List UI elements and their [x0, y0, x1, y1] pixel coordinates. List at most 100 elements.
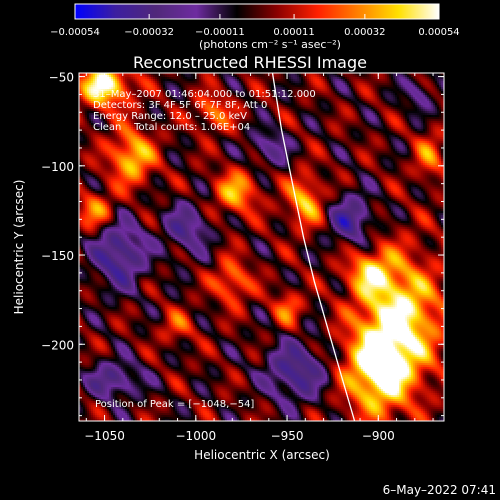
heatmap-cell: [439, 89, 441, 91]
heatmap-cell: [407, 115, 409, 117]
heatmap-cell: [403, 105, 405, 107]
heatmap-cell: [257, 115, 259, 117]
heatmap-cell: [389, 113, 391, 115]
heatmap-cell: [409, 113, 411, 115]
heatmap-cell: [399, 77, 401, 79]
heatmap-cell: [353, 115, 355, 117]
heatmap-cell: [427, 109, 429, 111]
heatmap-cell: [401, 95, 403, 97]
heatmap-cell: [417, 81, 419, 83]
heatmap-cell: [279, 105, 281, 107]
heatmap-cell: [83, 123, 85, 125]
heatmap-cell: [339, 85, 341, 87]
heatmap-cell: [389, 125, 391, 127]
heatmap-cell: [333, 99, 335, 101]
heatmap-cell: [369, 99, 371, 101]
heatmap-cell: [399, 99, 401, 101]
heatmap-cell: [437, 87, 439, 89]
heatmap-cell: [429, 75, 431, 77]
heatmap-cell: [427, 77, 429, 79]
heatmap-cell: [385, 105, 387, 107]
heatmap-cell: [345, 91, 347, 93]
heatmap-cell: [411, 77, 413, 79]
heatmap-cell: [355, 91, 357, 93]
heatmap-cell: [181, 85, 183, 87]
heatmap-cell: [411, 81, 413, 83]
heatmap-cell: [403, 117, 405, 119]
heatmap-cell: [101, 85, 103, 87]
heatmap-cell: [253, 115, 255, 117]
heatmap-cell: [423, 109, 425, 111]
heatmap-cell: [235, 77, 237, 79]
heatmap-cell: [87, 77, 89, 79]
heatmap-cell: [317, 109, 319, 111]
heatmap-cell: [389, 99, 391, 101]
heatmap-cell: [347, 111, 349, 113]
heatmap-cell: [419, 113, 421, 115]
heatmap-cell: [225, 77, 227, 79]
heatmap-cell: [255, 113, 257, 115]
heatmap-cell: [433, 105, 435, 107]
heatmap-cell: [341, 115, 343, 117]
heatmap-cell: [339, 103, 341, 105]
heatmap-cell: [409, 89, 411, 91]
heatmap-cell: [111, 75, 113, 77]
heatmap-cell: [363, 99, 365, 101]
heatmap-cell: [375, 109, 377, 111]
heatmap-cell: [357, 103, 359, 105]
heatmap-cell: [241, 75, 243, 77]
heatmap-cell: [277, 81, 279, 83]
heatmap-cell: [269, 123, 271, 125]
heatmap-cell: [109, 85, 111, 87]
heatmap-cell: [203, 77, 205, 79]
heatmap-cell: [197, 79, 199, 81]
heatmap-cell: [105, 81, 107, 83]
heatmap-cell: [383, 77, 385, 79]
heatmap-cell: [291, 83, 293, 85]
heatmap-cell: [367, 85, 369, 87]
heatmap-cell: [263, 117, 265, 119]
heatmap-cell: [421, 75, 423, 77]
heatmap-cell: [327, 105, 329, 107]
heatmap-cell: [383, 87, 385, 89]
heatmap-cell: [243, 75, 245, 77]
heatmap-cell: [131, 85, 133, 87]
heatmap-cell: [269, 103, 271, 105]
heatmap-cell: [399, 79, 401, 81]
heatmap-cell: [361, 89, 363, 91]
heatmap-cell: [337, 105, 339, 107]
heatmap-cell: [359, 119, 361, 121]
heatmap-cell: [321, 117, 323, 119]
heatmap-cell: [347, 99, 349, 101]
heatmap-cell: [433, 91, 435, 93]
heatmap-cell: [361, 115, 363, 117]
heatmap-cell: [299, 121, 301, 123]
heatmap-cell: [111, 81, 113, 83]
heatmap-cell: [295, 77, 297, 79]
heatmap-cell: [413, 99, 415, 101]
heatmap-cell: [327, 79, 329, 81]
heatmap-cell: [205, 79, 207, 81]
heatmap-cell: [341, 111, 343, 113]
heatmap-cell: [397, 87, 399, 89]
heatmap-cell: [383, 93, 385, 95]
heatmap-cell: [363, 87, 365, 89]
heatmap-cell: [85, 107, 87, 109]
heatmap-cell: [343, 77, 345, 79]
heatmap-cell: [351, 75, 353, 77]
heatmap-cell: [307, 121, 309, 123]
heatmap-cell: [377, 103, 379, 105]
heatmap-cell: [297, 125, 299, 127]
heatmap-cell: [349, 89, 351, 91]
heatmap-cell: [281, 109, 283, 111]
heatmap-cell: [397, 77, 399, 79]
heatmap-cell: [391, 79, 393, 81]
heatmap-cell: [245, 85, 247, 87]
heatmap-cell: [275, 81, 277, 83]
heatmap-cell: [317, 95, 319, 97]
heatmap-cell: [377, 119, 379, 121]
heatmap-cell: [433, 95, 435, 97]
heatmap-cell: [81, 97, 83, 99]
heatmap-cell: [423, 75, 425, 77]
heatmap-cell: [313, 117, 315, 119]
